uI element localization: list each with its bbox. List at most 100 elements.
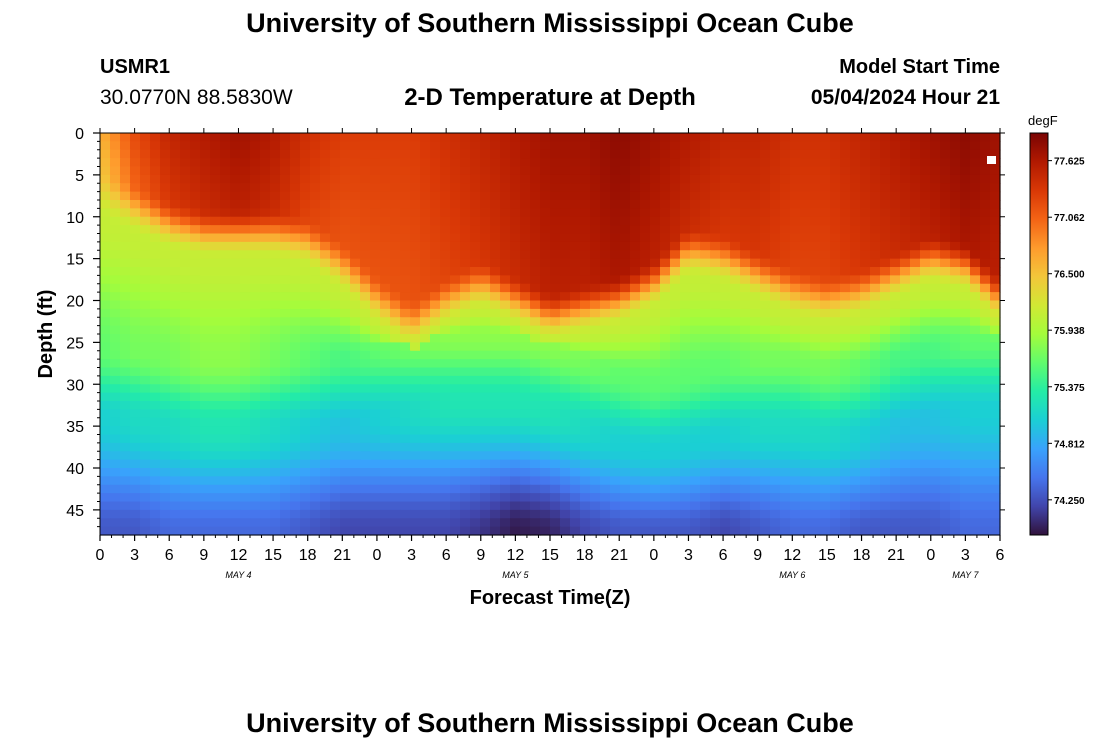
heatmap-cell xyxy=(140,283,151,293)
x-axis: 0 3 6 9 12 15 18 21 0 3 6 9 12 15 18 21 0 3 6 9 12 15 18 21 0 3 6M… xyxy=(96,128,1005,580)
heatmap-cell xyxy=(200,476,211,486)
heatmap-cell xyxy=(960,267,971,276)
heatmap-cell xyxy=(300,476,311,486)
heatmap-cell xyxy=(240,166,251,176)
heatmap-cell xyxy=(510,417,521,427)
heatmap-cell xyxy=(150,468,161,477)
heatmap-cell xyxy=(340,442,351,452)
heatmap-cell xyxy=(390,342,401,352)
heatmap-cell xyxy=(650,149,661,159)
heatmap-cell xyxy=(780,300,791,310)
heatmap-cell xyxy=(700,267,711,276)
heatmap-cell xyxy=(170,334,181,343)
heatmap-cell xyxy=(350,384,361,394)
heatmap-cell xyxy=(760,233,771,243)
heatmap-cell xyxy=(700,350,711,360)
heatmap-cell xyxy=(820,166,831,176)
heatmap-cell xyxy=(510,258,521,268)
heatmap-cell xyxy=(600,308,611,318)
heatmap-cell xyxy=(780,275,791,285)
heatmap-cell xyxy=(610,484,621,494)
heatmap-cell xyxy=(610,501,621,511)
heatmap-cell xyxy=(200,225,211,235)
heatmap-cell xyxy=(970,292,981,302)
heatmap-cell xyxy=(360,141,371,151)
x-tick-label: 6 xyxy=(996,547,1005,564)
heatmap-cell xyxy=(950,342,961,352)
heatmap-cell xyxy=(670,292,681,302)
heatmap-cell xyxy=(880,300,891,310)
heatmap-cell xyxy=(960,317,971,327)
heatmap-cell xyxy=(640,325,651,335)
heatmap-cell xyxy=(600,325,611,335)
heatmap-cell xyxy=(330,518,341,528)
heatmap-cell xyxy=(810,509,821,519)
heatmap-cell xyxy=(990,292,1001,302)
heatmap-cell xyxy=(440,518,451,528)
heatmap-cell xyxy=(880,518,891,528)
heatmap-cell xyxy=(230,233,241,243)
heatmap-cell xyxy=(890,526,901,536)
heatmap-cell xyxy=(810,208,821,218)
heatmap-cell xyxy=(910,426,921,436)
heatmap-cell xyxy=(320,375,331,385)
heatmap-cell xyxy=(290,476,301,486)
heatmap-cell xyxy=(230,292,241,302)
heatmap-cell xyxy=(650,350,661,360)
heatmap-cell xyxy=(140,191,151,201)
heatmap-cell xyxy=(630,141,641,151)
heatmap-cell xyxy=(710,325,721,335)
heatmap-cell xyxy=(650,459,661,469)
heatmap-cell xyxy=(480,300,491,310)
heatmap-cell xyxy=(950,434,961,444)
heatmap-cell xyxy=(160,509,171,519)
heatmap-cell xyxy=(140,518,151,528)
heatmap-cell xyxy=(260,158,271,168)
heatmap-cell xyxy=(810,476,821,486)
heatmap-cell xyxy=(800,367,811,377)
heatmap-cell xyxy=(750,409,761,419)
heatmap-cell xyxy=(880,325,891,335)
heatmap-cell xyxy=(930,233,941,243)
heatmap-cell xyxy=(950,283,961,293)
heatmap-cell xyxy=(240,334,251,343)
heatmap-cell xyxy=(710,417,721,427)
heatmap-cell xyxy=(540,174,551,184)
heatmap-cell xyxy=(590,509,601,519)
heatmap-cell xyxy=(770,166,781,176)
heatmap-cell xyxy=(620,325,631,335)
heatmap-cell xyxy=(670,526,681,536)
heatmap-cell xyxy=(990,476,1001,486)
heatmap-cell xyxy=(810,300,821,310)
heatmap-cell xyxy=(320,233,331,243)
heatmap-cell xyxy=(770,308,781,318)
heatmap-cell xyxy=(170,300,181,310)
heatmap-cell xyxy=(960,191,971,201)
heatmap-cell xyxy=(350,292,361,302)
heatmap-cell xyxy=(200,325,211,335)
heatmap-cell xyxy=(820,367,831,377)
heatmap-cell xyxy=(850,200,861,209)
heatmap-cell xyxy=(890,250,901,260)
heatmap-cell xyxy=(320,241,331,251)
heatmap-cell xyxy=(660,468,671,477)
heatmap-cell xyxy=(770,317,781,327)
heatmap-cell xyxy=(420,484,431,494)
heatmap-cell xyxy=(400,392,411,402)
heatmap-cell xyxy=(590,258,601,268)
heatmap-cell xyxy=(320,174,331,184)
heatmap-cell xyxy=(890,200,901,209)
heatmap-cell xyxy=(460,392,471,402)
heatmap-cell xyxy=(890,342,901,352)
heatmap-cell xyxy=(150,434,161,444)
heatmap-cell xyxy=(250,442,261,452)
heatmap-cell xyxy=(400,476,411,486)
heatmap-cell xyxy=(290,359,301,369)
heatmap-cell xyxy=(230,384,241,394)
y-tick-label: 40 xyxy=(66,461,84,478)
heatmap-cell xyxy=(620,191,631,201)
heatmap-cell xyxy=(140,493,151,503)
heatmap-cell xyxy=(440,317,451,327)
heatmap-cell xyxy=(120,434,131,444)
heatmap-cell xyxy=(280,417,291,427)
